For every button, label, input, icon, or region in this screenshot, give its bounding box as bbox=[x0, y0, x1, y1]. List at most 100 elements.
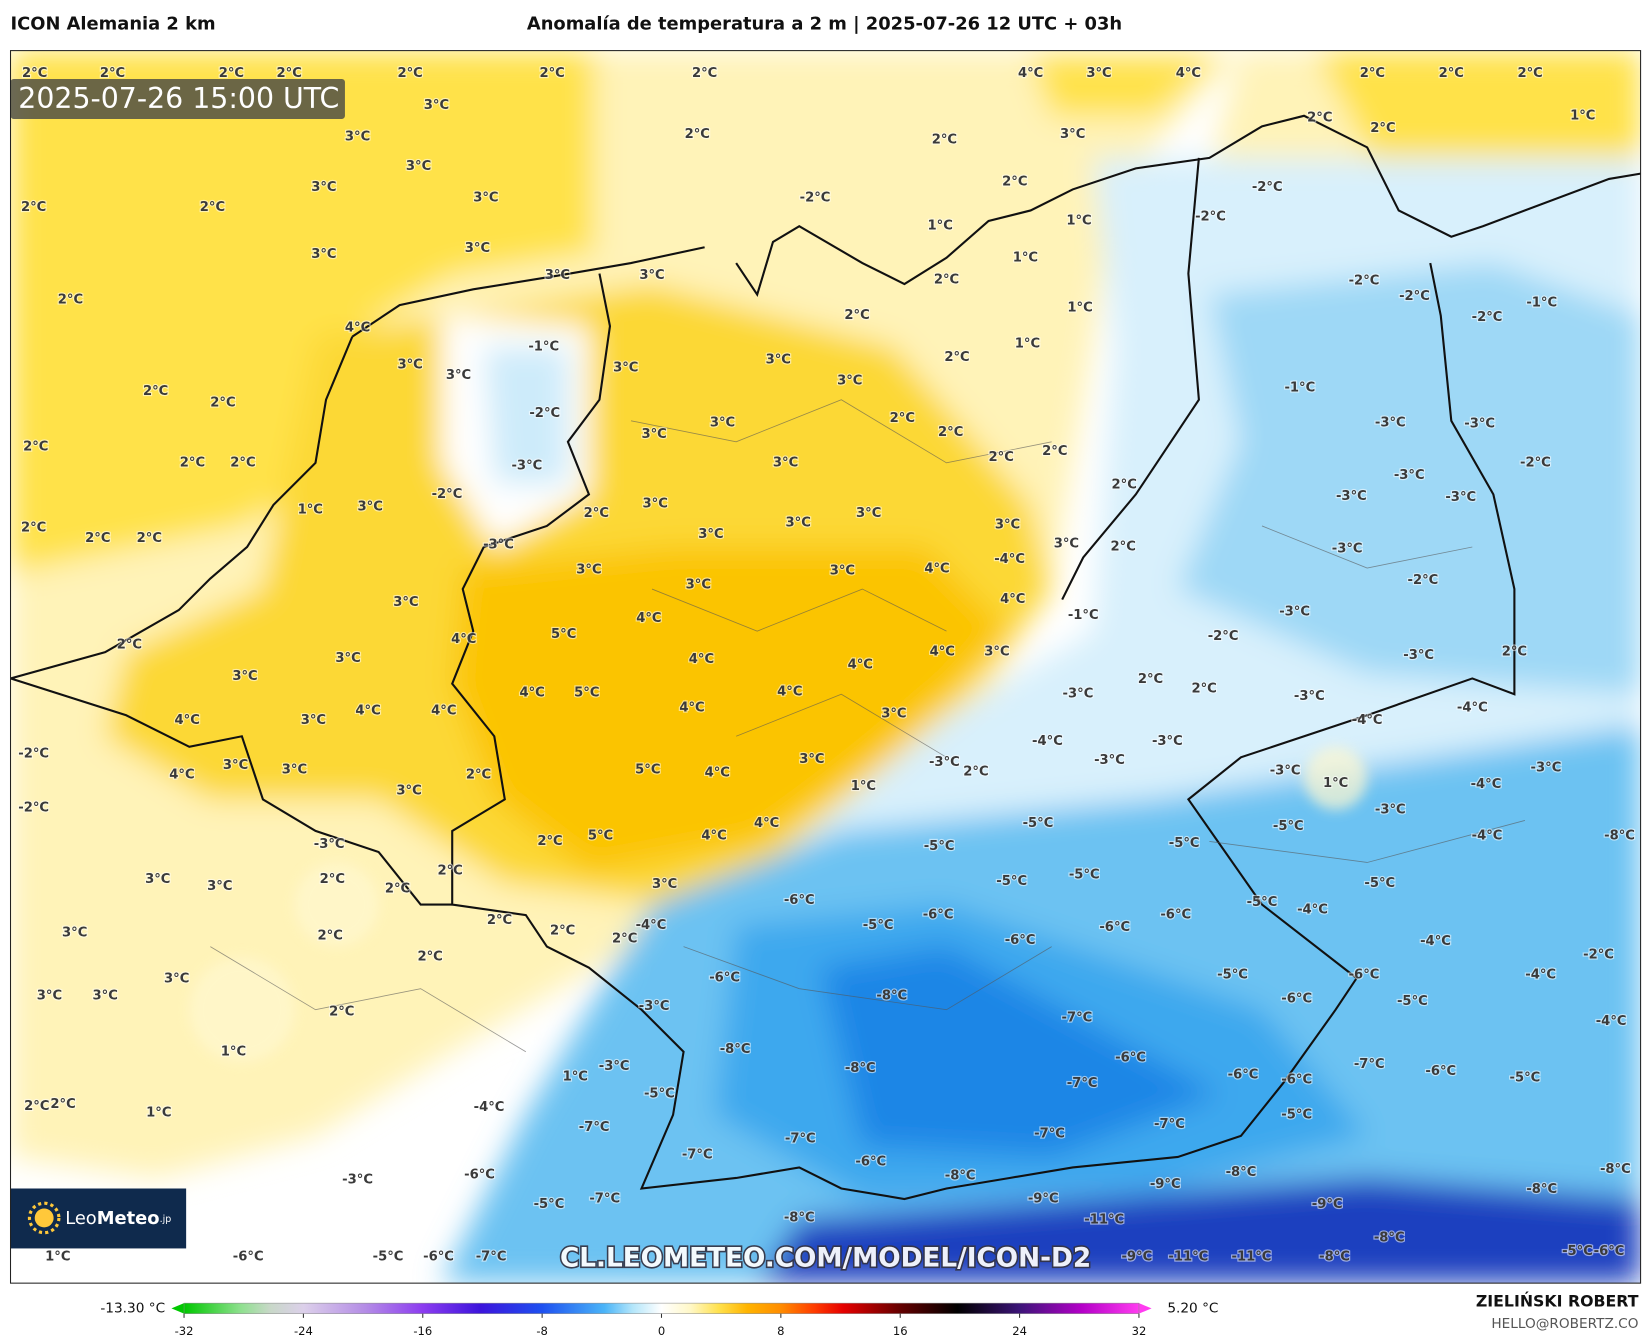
temp-label: -2°C bbox=[1520, 455, 1551, 470]
temp-label: 2°C bbox=[692, 66, 717, 81]
temp-label: 3°C bbox=[766, 352, 791, 367]
temp-label: 4°C bbox=[636, 611, 661, 626]
temp-label: -3°C bbox=[1152, 734, 1183, 749]
temp-label: 2°C bbox=[397, 66, 422, 81]
temp-label: -6°C bbox=[1281, 1073, 1312, 1088]
logo-rays bbox=[27, 1201, 61, 1235]
temp-label: -9°C bbox=[1028, 1192, 1059, 1207]
temp-label: -6°C bbox=[1281, 992, 1312, 1007]
temp-label: 3°C bbox=[345, 129, 370, 144]
temp-label: -9°C bbox=[1121, 1249, 1152, 1264]
temp-label: -5°C bbox=[1364, 876, 1395, 891]
temp-label: 2°C bbox=[23, 440, 48, 455]
temp-label: -6°C bbox=[923, 908, 954, 923]
temp-label: 2°C bbox=[537, 834, 562, 849]
logo-part: Meteo bbox=[97, 1208, 160, 1229]
temp-label: -3°C bbox=[1394, 468, 1425, 483]
temp-label: -2°C bbox=[1583, 948, 1614, 963]
temp-label: 2°C bbox=[944, 350, 969, 365]
temp-label: -4°C bbox=[1471, 777, 1502, 792]
temp-label: -2°C bbox=[18, 747, 49, 762]
temp-label: 4°C bbox=[519, 686, 544, 701]
temp-label: -3°C bbox=[1375, 415, 1406, 430]
temp-label: -5°C bbox=[863, 918, 894, 933]
temp-label: 4°C bbox=[777, 685, 802, 700]
temp-label: -4°C bbox=[1525, 968, 1556, 983]
temp-label: 4°C bbox=[1018, 66, 1043, 81]
temp-label: 2°C bbox=[200, 200, 225, 215]
temp-label: 4°C bbox=[924, 562, 949, 577]
temp-label: 3°C bbox=[424, 98, 449, 113]
temp-label: 3°C bbox=[145, 872, 170, 887]
temp-label: -6°C bbox=[1594, 1244, 1625, 1259]
temp-label: 3°C bbox=[686, 577, 711, 592]
colorbar-tick-label: 8 bbox=[777, 1324, 784, 1338]
temp-label: 3°C bbox=[856, 506, 881, 521]
temp-label: 2°C bbox=[329, 1004, 354, 1019]
temp-label: 3°C bbox=[710, 415, 735, 430]
temp-label: -3°C bbox=[1403, 648, 1434, 663]
temp-label: 2°C bbox=[24, 1099, 49, 1114]
temp-label: -5°C bbox=[1023, 816, 1054, 831]
temp-label: 1°C bbox=[563, 1070, 588, 1085]
temp-label: -8°C bbox=[1600, 1162, 1631, 1177]
colorbar-tick-label: 32 bbox=[1132, 1324, 1147, 1338]
temp-label: -3°C bbox=[1336, 489, 1367, 504]
temp-label: 1°C bbox=[45, 1249, 70, 1264]
temp-label: -3°C bbox=[1375, 802, 1406, 817]
map-title: Anomalía de temperatura a 2 m | 2025-07-… bbox=[527, 13, 1122, 34]
temp-label: 3°C bbox=[643, 496, 668, 511]
temp-label: -6°C bbox=[423, 1249, 454, 1264]
colorbar-tick-label: 24 bbox=[1012, 1324, 1027, 1338]
colorbar-max: 5.20 °C bbox=[1167, 1300, 1218, 1316]
temp-label: -8°C bbox=[784, 1210, 815, 1225]
temp-label: 2°C bbox=[685, 127, 710, 142]
temp-label: 3°C bbox=[311, 180, 336, 195]
temp-label: 3°C bbox=[799, 752, 824, 767]
temp-label: 3°C bbox=[37, 989, 62, 1004]
temp-label: -5°C bbox=[1217, 968, 1248, 983]
temp-label: 1°C bbox=[928, 219, 953, 234]
temp-label: -9°C bbox=[1312, 1197, 1343, 1212]
logo-text: LeoMeteo.jp bbox=[65, 1208, 171, 1229]
model-name: ICON Alemania 2 km bbox=[11, 13, 216, 34]
temp-label: 2°C bbox=[963, 765, 988, 780]
temp-label: -11°C bbox=[1168, 1249, 1208, 1264]
temp-label: -2°C bbox=[1408, 573, 1439, 588]
temp-label: -8°C bbox=[720, 1042, 751, 1057]
temp-label: -8°C bbox=[1319, 1249, 1350, 1264]
temp-label: 3°C bbox=[396, 783, 421, 798]
temp-label: -2°C bbox=[1399, 289, 1430, 304]
temp-label: -4°C bbox=[1472, 829, 1503, 844]
temp-label: 3°C bbox=[465, 241, 490, 256]
temp-label: -7°C bbox=[1062, 1011, 1093, 1026]
temp-label: 2°C bbox=[584, 506, 609, 521]
temp-label: 2°C bbox=[219, 66, 244, 81]
temp-label: 2°C bbox=[137, 531, 162, 546]
temp-label: 1°C bbox=[1015, 337, 1040, 352]
temp-label: 4°C bbox=[701, 829, 726, 844]
temp-label: -8°C bbox=[945, 1168, 976, 1183]
temp-label: 3°C bbox=[232, 669, 257, 684]
temp-label: -3°C bbox=[599, 1059, 630, 1074]
temp-label: 2°C bbox=[550, 923, 575, 938]
temp-label: -6°C bbox=[1228, 1067, 1259, 1082]
logo-part: .jp bbox=[160, 1213, 172, 1224]
timestamp: 2025-07-26 15:00 UTC bbox=[18, 82, 339, 115]
temp-label: -7°C bbox=[476, 1249, 507, 1264]
temp-label: 1°C bbox=[146, 1105, 171, 1120]
temp-label: 3°C bbox=[393, 595, 418, 610]
temp-label: 3°C bbox=[446, 368, 471, 383]
temp-label: 4°C bbox=[1000, 592, 1025, 607]
temp-label: 2°C bbox=[932, 132, 957, 147]
temp-label: 2°C bbox=[1111, 539, 1136, 554]
temp-label: -6°C bbox=[1349, 968, 1380, 983]
temp-label: -2°C bbox=[800, 190, 831, 205]
temp-label: 4°C bbox=[754, 816, 779, 831]
temp-label: 2°C bbox=[230, 455, 255, 470]
temp-label: -1°C bbox=[1284, 381, 1315, 396]
temp-label: 2°C bbox=[466, 768, 491, 783]
temp-label: 3°C bbox=[301, 713, 326, 728]
temp-label: 5°C bbox=[551, 627, 576, 642]
temp-label: -2°C bbox=[1195, 209, 1226, 224]
